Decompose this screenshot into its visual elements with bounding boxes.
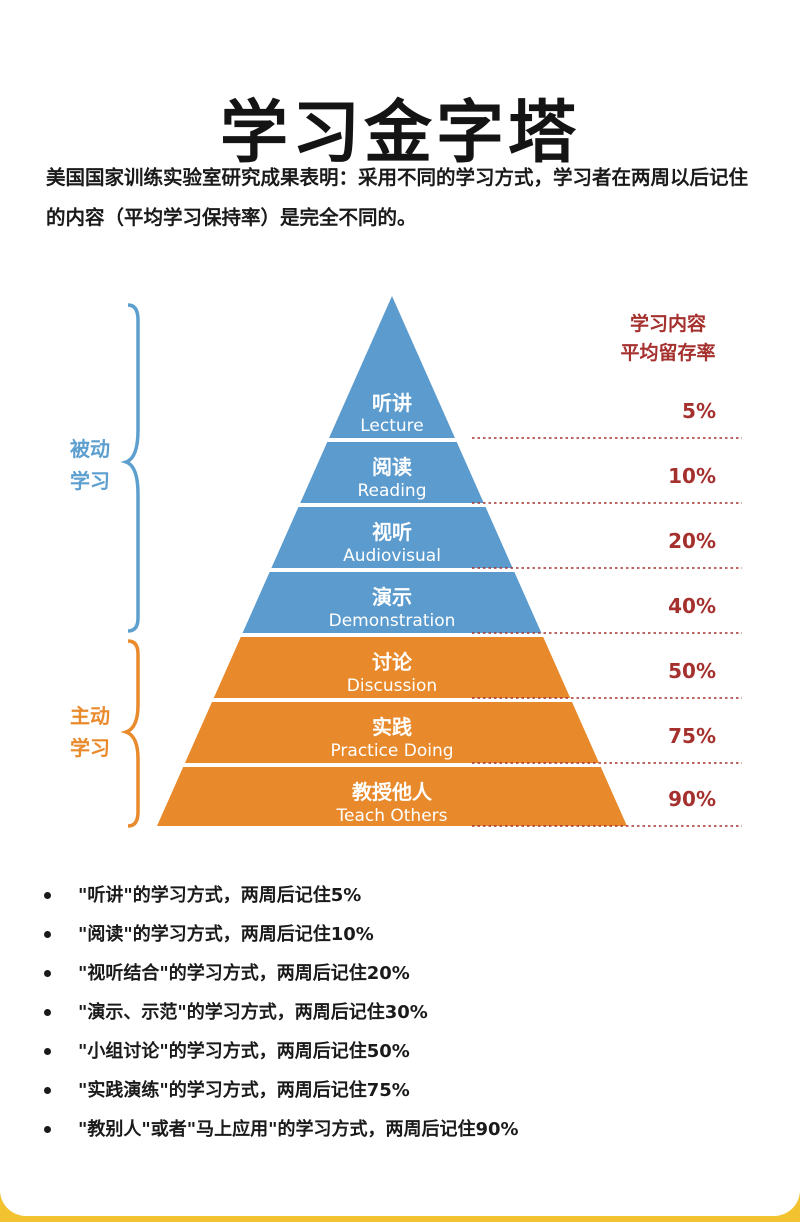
- list-item: "小组讨论"的学习方式，两周后记住50%: [40, 1032, 780, 1071]
- passive-label-line-1: 被动: [70, 437, 110, 461]
- retention-header: 学习内容 平均留存率: [620, 312, 715, 364]
- level-label-cn: 演示: [372, 585, 412, 609]
- active-label-line-1: 主动: [70, 704, 110, 728]
- retention-rate: 50%: [668, 659, 716, 683]
- level-label-en: Practice Doing: [330, 741, 453, 761]
- list-item: "教别人"或者"马上应用"的学习方式，两周后记住90%: [40, 1110, 780, 1149]
- level-label-en: Demonstration: [329, 611, 456, 631]
- retention-rate: 40%: [668, 594, 716, 618]
- retention-header-line-2: 平均留存率: [620, 341, 715, 364]
- pyramid-level-shape: [242, 572, 542, 633]
- pyramid-level-shape: [184, 702, 600, 763]
- pyramid-level-shape: [271, 507, 513, 568]
- retention-header-line-1: 学习内容: [630, 312, 706, 335]
- level-label-cn: 听讲: [372, 391, 412, 415]
- level-label-en: Discussion: [347, 676, 437, 696]
- level-label-en: Teach Others: [335, 806, 447, 826]
- group-active: 主动 学习: [70, 639, 140, 828]
- list-item: "阅读"的学习方式，两周后记住10%: [40, 915, 780, 954]
- list-item: "视听结合"的学习方式，两周后记住20%: [40, 954, 780, 993]
- active-label-line-2: 学习: [70, 736, 110, 760]
- pyramid-level-shape: [157, 767, 627, 826]
- active-bracket: [120, 639, 140, 828]
- level-label-cn: 视听: [372, 520, 412, 544]
- pyramid-level-shape: [329, 296, 455, 438]
- level-label-cn: 教授他人: [352, 780, 433, 804]
- intro-text: 美国国家训练实验室研究成果表明：采用不同的学习方式，学习者在两周以后记住的内容（…: [46, 166, 749, 229]
- page-title: 学习金字塔: [219, 93, 580, 173]
- passive-bracket: [120, 303, 140, 633]
- level-label-cn: 实践: [372, 715, 412, 739]
- level-label-cn: 讨论: [372, 650, 413, 674]
- retention-rate: 5%: [682, 399, 716, 423]
- pyramid-level-shape: [300, 442, 484, 503]
- retention-rate: 75%: [668, 724, 716, 748]
- pyramid-level-shape: [213, 637, 571, 698]
- level-label-en: Audiovisual: [343, 546, 441, 566]
- bullet-list: "听讲"的学习方式，两周后记住5% "阅读"的学习方式，两周后记住10% "视听结合…: [40, 876, 780, 1149]
- list-item: "实践演练"的学习方式，两周后记住75%: [40, 1071, 780, 1110]
- level-label-en: Reading: [357, 481, 426, 501]
- retention-rate: 90%: [668, 787, 716, 811]
- list-item: "演示、示范"的学习方式，两周后记住30%: [40, 993, 780, 1032]
- level-label-en: Lecture: [360, 416, 424, 436]
- passive-label-line-2: 学习: [70, 469, 110, 493]
- retention-rate: 20%: [668, 529, 716, 553]
- level-label-cn: 阅读: [372, 455, 412, 479]
- list-item: "听讲"的学习方式，两周后记住5%: [40, 876, 780, 915]
- group-passive: 被动 学习: [70, 303, 140, 633]
- retention-rate: 10%: [668, 464, 716, 488]
